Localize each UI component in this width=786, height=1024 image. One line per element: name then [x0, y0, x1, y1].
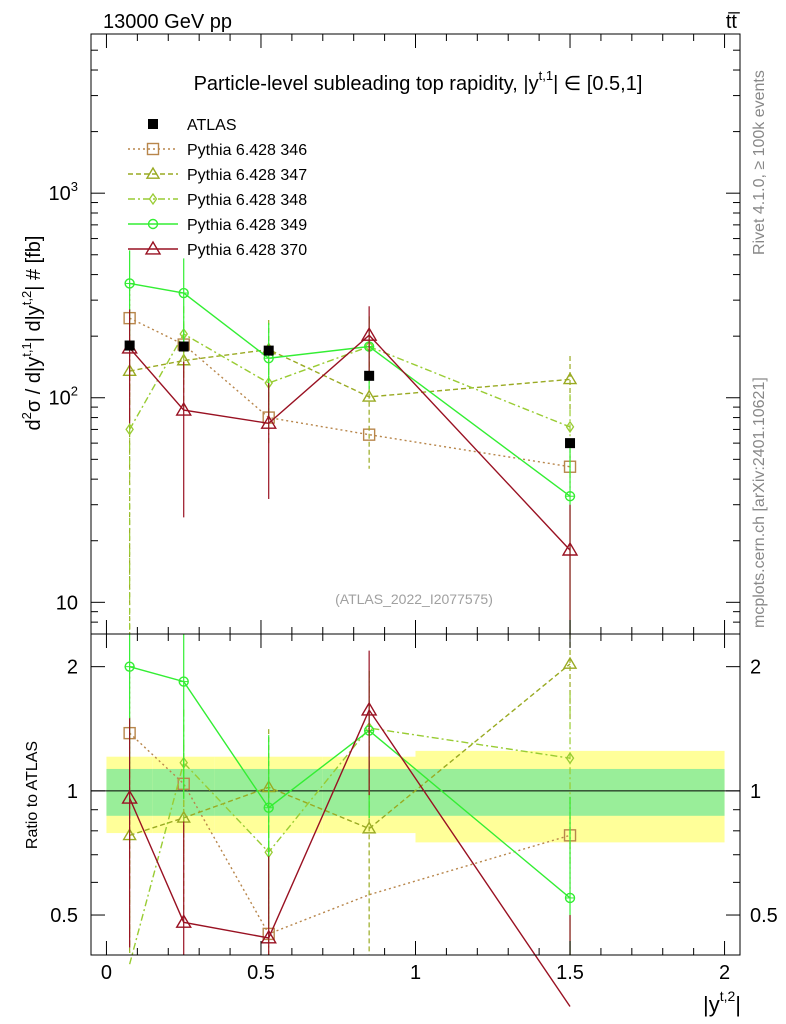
- marker-diamond: [565, 752, 575, 765]
- legend-label: Pythia 6.428 349: [187, 217, 307, 234]
- series-2: [122, 319, 578, 634]
- rivet-label: Rivet 4.1.0, ≥ 100k events: [751, 70, 768, 255]
- marker-triangle: [562, 371, 578, 385]
- marker-diamond: [125, 423, 134, 436]
- x-axis-label: |yt,2|: [703, 988, 741, 1017]
- series-line: [129, 282, 571, 497]
- svg-text:d2σ / d|yt,1| d|yt,2| # [fb]: d2σ / d|yt,1| d|yt,2| # [fb]: [19, 236, 45, 431]
- legend-label: ATLAS: [187, 117, 237, 134]
- series-line: [129, 333, 571, 430]
- atlas-data: [124, 340, 576, 449]
- marker-triangle: [121, 789, 138, 804]
- legend: ATLAS Pythia 6.428 346 Pythia 6.428 347 Pyt…: [128, 117, 307, 259]
- y-axis-label: d2σ / d|yt,1| d|yt,2| # [fb]: [19, 236, 45, 431]
- marker-triangle: [360, 326, 378, 341]
- main-plot-layer: [121, 250, 579, 634]
- marker-triangle: [175, 913, 192, 928]
- ratio-series-5: [121, 650, 571, 1007]
- marker-triangle: [360, 701, 378, 716]
- ratio-tick-label-right: 1: [750, 781, 761, 803]
- marker-triangle: [144, 240, 162, 255]
- marker-triangle: [561, 541, 579, 556]
- ratio-tick-label-right: 2: [750, 657, 761, 679]
- marker-filled-square: [178, 341, 189, 352]
- series-5: [121, 306, 579, 634]
- legend-entry: Pythia 6.428 349: [128, 217, 307, 234]
- legend-entry: ATLAS: [148, 117, 237, 134]
- legend-entry: Pythia 6.428 347: [128, 166, 307, 184]
- y-tick-label: 103: [49, 179, 78, 205]
- marker-triangle: [562, 656, 578, 669]
- analysis-watermark: (ATLAS_2022_I2077575): [335, 591, 493, 607]
- series-line: [129, 334, 571, 551]
- x-tick-label: 0.5: [247, 962, 275, 984]
- marker-triangle: [145, 166, 161, 179]
- ratio-plot-layer: [91, 634, 740, 1007]
- energy-label: 13000 GeV pp: [103, 11, 232, 33]
- marker-square: [146, 142, 160, 156]
- main-axes: 10 102 103: [49, 33, 740, 635]
- legend-entry: Pythia 6.428 346: [128, 142, 307, 159]
- marker-filled-square: [565, 438, 576, 449]
- x-tick-label: 0: [101, 962, 112, 984]
- series-line: [129, 317, 571, 468]
- legend-label: Pythia 6.428 348: [187, 192, 307, 209]
- marker-triangle: [260, 929, 277, 944]
- series-line: [129, 348, 571, 398]
- marker-triangle: [361, 389, 377, 402]
- x-tick-label: 1: [410, 962, 421, 984]
- marker-diamond: [148, 192, 158, 206]
- source-label: mcplots.cern.ch [arXiv:2401.10621]: [751, 377, 768, 628]
- y-tick-label: 10: [56, 592, 78, 614]
- marker-filled-square: [263, 345, 274, 356]
- marker-filled-square: [148, 119, 158, 129]
- marker-filled-square: [124, 340, 135, 351]
- marker-triangle: [175, 401, 192, 416]
- legend-entry: Pythia 6.428 370: [128, 240, 307, 259]
- marker-filled-square: [364, 370, 375, 381]
- marker-diamond: [565, 420, 575, 434]
- legend-label: Pythia 6.428 370: [187, 242, 307, 259]
- ratio-axes: 0 0.5 1 1.5 2 0.5 0.5 1 1 2 2: [50, 634, 778, 984]
- marker-triangle: [361, 821, 377, 834]
- ratio-panel: 0 0.5 1 1.5 2 0.5 0.5 1 1 2 2: [50, 633, 778, 1007]
- ratio-y-axis-label: Ratio to ATLAS: [24, 741, 41, 849]
- x-tick-label: 2: [719, 962, 730, 984]
- legend-label: Pythia 6.428 346: [187, 142, 307, 159]
- ratio-tick-label: 0.5: [50, 905, 78, 927]
- marker-triangle: [260, 414, 277, 429]
- ratio-tick-label: 2: [67, 657, 78, 679]
- process-label: tt̅: [726, 11, 740, 33]
- ratio-series-line: [128, 708, 571, 1007]
- main-panel: 10 102 103 Particle-level subleading top r…: [49, 33, 741, 635]
- x-tick-label: 1.5: [556, 962, 584, 984]
- y-tick-label: 102: [49, 384, 78, 410]
- legend-entry: Pythia 6.428 348: [128, 192, 307, 209]
- ratio-tick-label-right: 0.5: [750, 905, 778, 927]
- ratio-tick-label: 1: [67, 781, 78, 803]
- legend-label: Pythia 6.428 347: [187, 167, 307, 184]
- series-4: [124, 250, 576, 634]
- series-1: [123, 283, 577, 497]
- series-3: [125, 306, 575, 634]
- chart-title: Particle-level subleading top rapidity, …: [194, 68, 643, 95]
